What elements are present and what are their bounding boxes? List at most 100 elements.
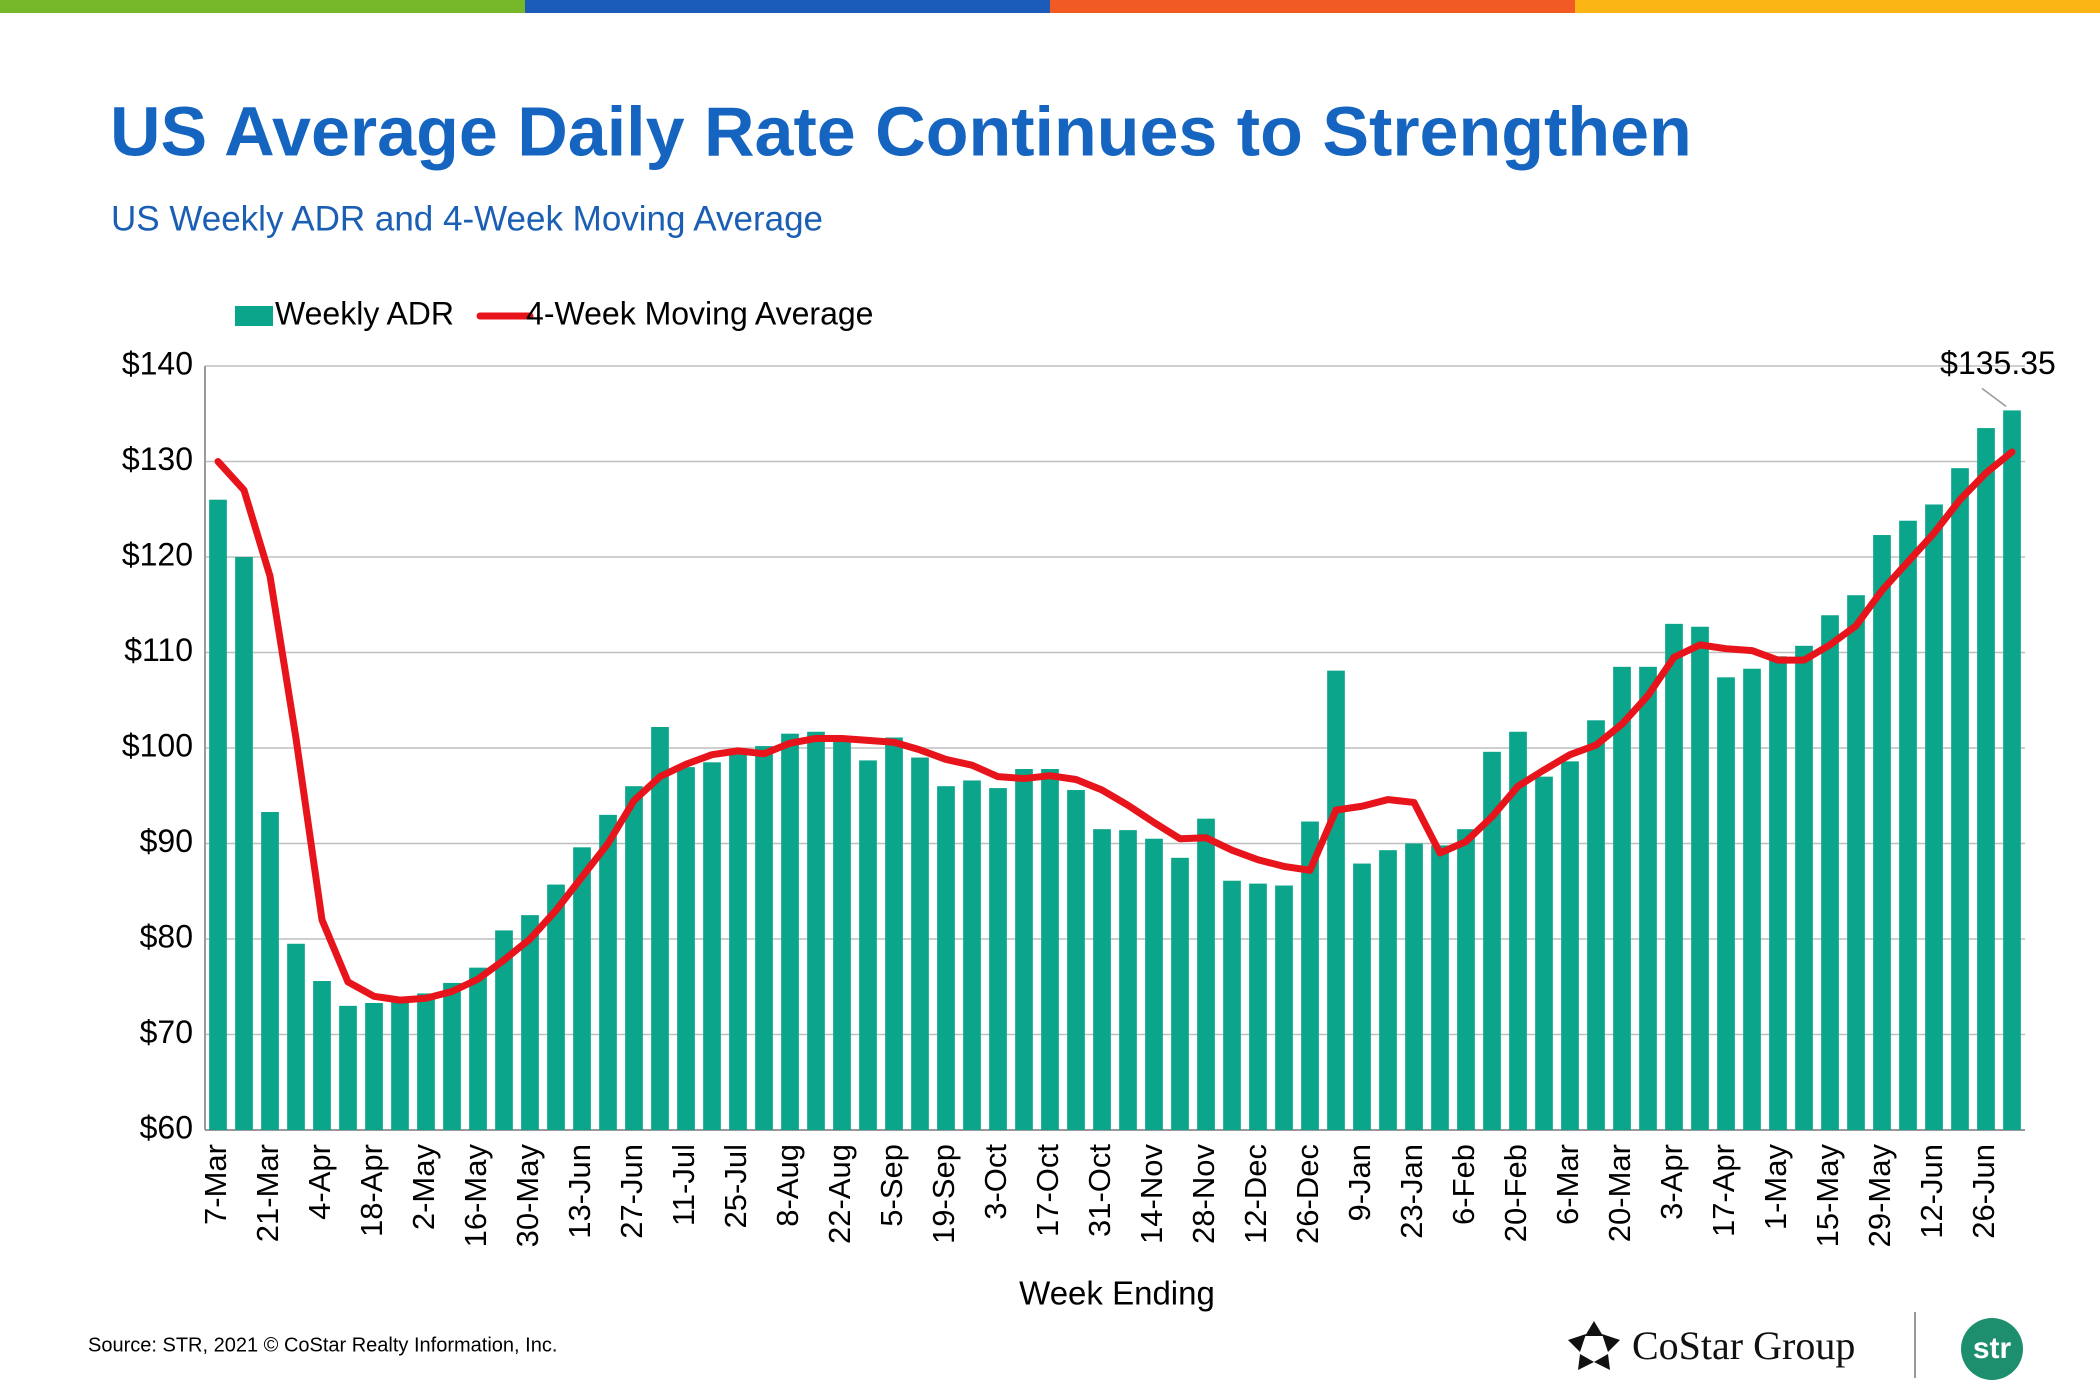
bar [1847,595,1865,1130]
x-tick-label: 4-Apr [302,1144,337,1220]
bar [1561,761,1579,1130]
bar [755,746,773,1130]
x-tick-label: 9-Jan [1342,1144,1377,1222]
x-tick-label: 13-Jun [562,1144,597,1239]
bar [1327,670,1345,1130]
moving-average-line [214,448,2016,1004]
str-wordmark: str [1973,1332,2012,1365]
x-tick-label: 5-Sep [874,1144,909,1227]
bar [1301,821,1319,1130]
bar [963,780,981,1130]
top-stripe [1050,0,1575,13]
bar [2003,410,2021,1131]
bar [1925,504,1943,1131]
bar [1717,677,1735,1130]
x-tick-label: 3-Apr [1654,1144,1689,1220]
bar [1249,883,1267,1130]
legend-label: Weekly ADR [275,295,454,331]
x-tick-label: 27-Jun [614,1144,649,1239]
bar [1119,830,1137,1130]
y-tick-label: $70 [140,1014,193,1050]
x-tick-label: 3-Oct [978,1144,1013,1220]
bar [989,788,1007,1130]
bar [469,967,487,1130]
y-tick-label: $140 [122,345,193,381]
bar [1041,769,1059,1130]
costar-logo: CoStar Group [1568,1321,1855,1370]
x-tick-label: 26-Dec [1290,1144,1325,1244]
bar [807,731,825,1130]
bar [1691,626,1709,1130]
bar [729,752,747,1130]
bar [677,767,695,1130]
annotation: $135.35 [1940,345,2056,381]
bar [1353,863,1371,1130]
y-tick-label: $60 [140,1109,193,1145]
bar [495,930,513,1130]
x-tick-label: 26-Jun [1966,1144,2001,1239]
bar [209,499,227,1130]
y-tick-label: $110 [124,632,193,668]
bar [781,733,799,1130]
bar [1769,656,1787,1130]
bar [1197,818,1215,1130]
y-tick-label: $130 [122,441,193,477]
source-note: Source: STR, 2021 © CoStar Realty Inform… [88,1334,557,1356]
x-tick-label: 8-Aug [770,1144,805,1227]
bar [1587,720,1605,1130]
bar [1275,885,1293,1130]
legend-label: 4-Week Moving Average [526,295,873,331]
x-tick-label: 1-May [1758,1144,1793,1231]
y-tick-label: $90 [140,823,193,859]
bar [1613,666,1631,1130]
bar [1145,838,1163,1130]
x-tick-label: 2-May [406,1144,441,1231]
bar [547,884,565,1130]
chart-subtitle: US Weekly ADR and 4-Week Moving Average [111,199,823,238]
bar [1951,468,1969,1130]
costar-wordmark: CoStar Group [1632,1323,1855,1368]
bar [859,760,877,1130]
bar [937,786,955,1130]
bar [1743,668,1761,1130]
bar [1223,880,1241,1130]
bar [1483,751,1501,1130]
bar [443,982,461,1130]
bar [1665,623,1683,1130]
chart-title: US Average Daily Rate Continues to Stren… [110,92,1692,170]
bar [1639,666,1657,1130]
y-tick-label: $120 [122,536,193,572]
x-tick-label: 6-Feb [1446,1144,1481,1225]
bar [1431,845,1449,1130]
bar [1795,645,1813,1130]
bar [885,737,903,1130]
bar [1899,520,1917,1130]
x-tick-label: 19-Sep [926,1144,961,1244]
x-tick-label: 21-Mar [250,1144,285,1242]
x-tick-label: 17-Oct [1030,1144,1065,1237]
x-tick-label: 18-Apr [354,1144,389,1237]
bar [703,762,721,1130]
bar [235,557,253,1130]
x-tick-label: 6-Mar [1550,1144,1585,1225]
bar [1535,776,1553,1130]
x-tick-label: 31-Oct [1082,1144,1117,1237]
bar [1873,535,1891,1130]
top-stripe [0,0,525,13]
y-tick-label: $100 [122,727,193,763]
bar [391,1001,409,1130]
bar [521,915,539,1130]
x-tick-label: 20-Mar [1602,1144,1637,1242]
bar [339,1005,357,1130]
bar [911,757,929,1130]
bar [1977,428,1995,1130]
top-stripe [525,0,1050,13]
bar [1067,790,1085,1130]
x-tick-label: 7-Mar [198,1144,233,1225]
x-tick-label: 23-Jan [1394,1144,1429,1239]
legend-item: 4-Week Moving Average [476,295,873,331]
x-tick-label: 20-Feb [1498,1144,1533,1242]
x-tick-label: 16-May [458,1144,493,1248]
